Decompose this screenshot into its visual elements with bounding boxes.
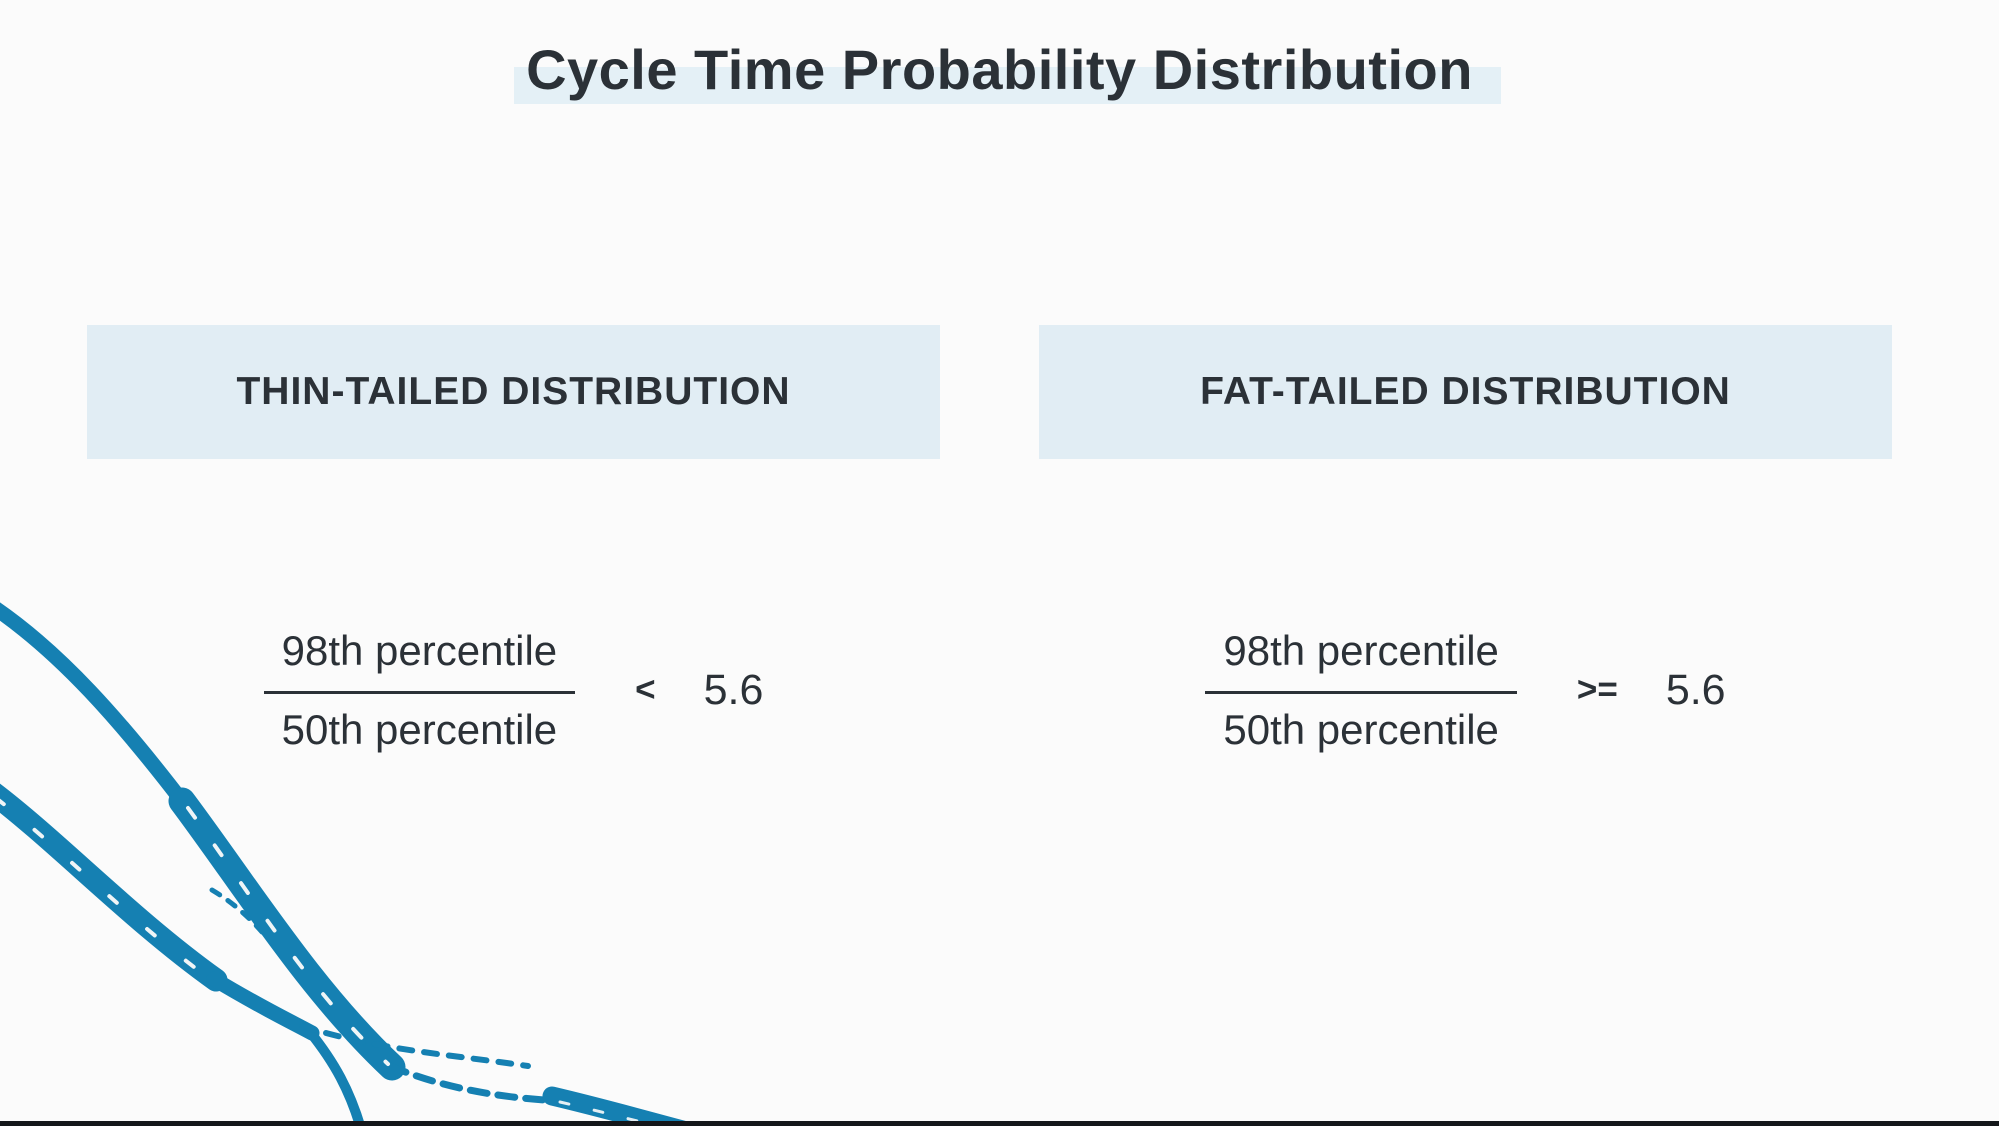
formula-fat-tailed: 98th percentile 50th percentile >= 5.6 bbox=[1039, 615, 1892, 765]
bottom-border-bar bbox=[0, 1121, 1999, 1126]
fraction-line bbox=[1205, 690, 1517, 694]
formula-thin-tailed: 98th percentile 50th percentile < 5.6 bbox=[87, 615, 940, 765]
header-thin-tailed-label: THIN-TAILED DISTRIBUTION bbox=[236, 370, 791, 413]
title-block: Cycle Time Probability Distribution bbox=[514, 36, 1501, 104]
fraction-numerator: 98th percentile bbox=[281, 626, 558, 674]
fraction-fat-tailed: 98th percentile 50th percentile bbox=[1205, 626, 1517, 753]
fraction-denominator: 50th percentile bbox=[281, 705, 558, 753]
fraction-line bbox=[263, 690, 576, 694]
comparison-operator: >= bbox=[1576, 670, 1618, 709]
header-thin-tailed: THIN-TAILED DISTRIBUTION bbox=[87, 325, 940, 459]
comparison-operator: < bbox=[635, 670, 656, 709]
fraction-numerator: 98th percentile bbox=[1223, 626, 1499, 674]
fraction-denominator: 50th percentile bbox=[1223, 705, 1499, 753]
page-title: Cycle Time Probability Distribution bbox=[526, 38, 1473, 101]
fraction-thin-tailed: 98th percentile 50th percentile bbox=[263, 626, 576, 753]
threshold-value: 5.6 bbox=[1665, 665, 1726, 714]
header-fat-tailed-label: FAT-TAILED DISTRIBUTION bbox=[1200, 370, 1731, 413]
header-fat-tailed: FAT-TAILED DISTRIBUTION bbox=[1039, 325, 1892, 459]
title-highlight bbox=[514, 67, 1501, 104]
threshold-value: 5.6 bbox=[703, 665, 764, 714]
title-row: Cycle Time Probability Distribution bbox=[0, 36, 1999, 104]
